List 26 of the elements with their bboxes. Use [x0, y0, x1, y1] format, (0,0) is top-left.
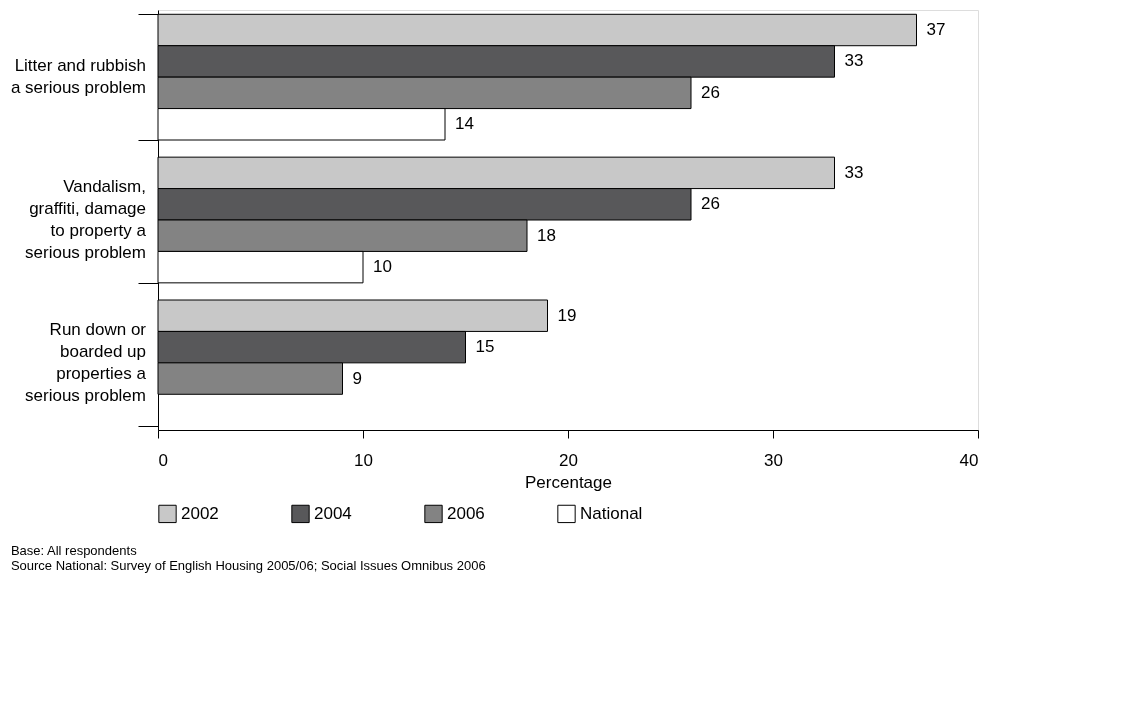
legend-label: 2002: [181, 503, 219, 523]
x-tick-label: 10: [354, 450, 373, 470]
x-tick-label: 0: [158, 450, 168, 470]
y-tick-label: Vandalism, graffiti, damage to property a serious problem: [25, 177, 147, 262]
data-label: 33: [844, 162, 864, 182]
data-label: 37: [926, 20, 946, 39]
x-axis-title: Percentage: [525, 472, 612, 492]
legend-label: National: [580, 503, 643, 523]
data-label: 33: [844, 51, 864, 71]
y-tick-label: Run down or boarded up properties a serious problem: [25, 319, 147, 405]
x-tick-label: 40: [959, 450, 979, 470]
y-tick-label: Litter and rubbish a serious problem: [10, 56, 146, 98]
data-label: 19: [557, 305, 577, 325]
data-label: 14: [455, 114, 474, 134]
data-label: 10: [373, 257, 392, 277]
data-label: 9: [352, 368, 362, 388]
legend-label: 2006: [447, 503, 485, 523]
legend-label: 2004: [314, 503, 352, 523]
data-label: 18: [537, 225, 556, 245]
data-label: 15: [475, 337, 495, 357]
x-tick-label: 20: [559, 450, 578, 470]
data-label: 26: [701, 82, 720, 102]
source-note: Source National: Survey of English Housing 2005/06; Social Issues Omnibus 2006: [10, 558, 486, 573]
data-label: 26: [701, 194, 720, 214]
x-tick-label: 30: [764, 450, 783, 470]
text: Base: All respondents: [10, 543, 138, 558]
